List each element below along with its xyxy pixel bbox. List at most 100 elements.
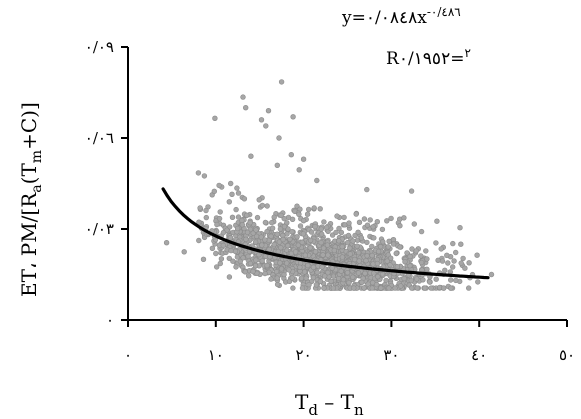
data-point [246,273,252,279]
data-point [299,285,306,291]
data-point [229,214,236,221]
data-point [196,237,202,244]
data-point [245,253,251,260]
data-point [244,212,250,219]
data-point [390,241,397,247]
data-point [269,225,276,231]
data-point [488,271,495,278]
data-point [319,231,325,237]
data-point [370,224,376,230]
data-point [266,246,272,253]
data-point [385,244,391,250]
data-point [338,268,344,274]
data-point [475,279,481,285]
data-point [317,278,324,284]
data-point [287,236,293,243]
data-point [244,229,251,236]
data-point [304,211,311,217]
data-point [301,269,308,275]
data-point [344,270,351,276]
data-point [271,214,277,220]
data-point [274,275,280,281]
data-point [262,237,268,243]
data-point [241,196,248,202]
y-axis-title: ET، PM/[Ra(Tm+C)] [17,102,45,297]
data-point [216,182,222,189]
data-point [268,276,274,282]
data-point [448,277,454,283]
data-point [264,262,270,269]
data-point [284,260,290,266]
data-point [364,222,371,228]
data-point [401,275,407,282]
data-point [254,214,261,221]
data-point [201,173,208,179]
data-point [444,252,450,259]
data-point [233,206,239,213]
y-tick-label: ٠/٠٩ [85,38,114,56]
y-axis-ticks: ٠ ٠/٠٣ ٠/٠٦ ٠/٠٩ [85,38,128,329]
data-point [355,229,361,236]
data-point [288,152,294,158]
data-point [387,262,393,268]
data-point [420,277,426,283]
data-point [369,285,375,291]
data-point [226,255,233,262]
data-point [330,285,336,291]
data-point [226,199,233,205]
data-point [243,236,249,243]
data-point [213,250,219,257]
data-point [311,205,317,211]
data-point [414,285,420,291]
data-point [361,285,367,291]
data-point [212,115,218,122]
data-point [274,231,280,237]
data-point [375,274,381,280]
data-point [418,259,425,266]
data-point [390,237,397,243]
data-point [307,245,313,251]
data-point [340,276,347,283]
x-title-sub1: d [308,401,318,419]
data-point [356,258,362,264]
data-point [345,232,352,239]
data-point [227,235,234,241]
data-point [243,104,249,111]
data-point [200,256,207,262]
data-point [320,252,326,258]
x-title-main: T [295,390,309,414]
data-point [369,252,375,259]
data-point [350,274,356,280]
data-point [281,215,287,222]
data-point [312,249,319,255]
data-point [290,114,296,120]
data-point [234,185,240,191]
data-point [295,242,301,248]
x-tick-label: ١٠ [208,346,224,364]
x-tick-label: ٠ [124,346,132,364]
data-point [247,260,254,267]
data-point [344,239,351,246]
data-point [294,234,300,240]
data-point [262,219,269,226]
data-point [374,219,380,225]
data-point [259,202,266,209]
data-point [240,94,246,100]
data-point [217,209,223,215]
data-point [404,250,410,256]
data-point [296,167,302,173]
data-point [319,264,325,270]
power-trendline [161,187,490,280]
data-point [397,223,403,229]
data-point [466,285,472,291]
data-point [384,218,390,224]
data-point [386,238,392,245]
data-point [422,285,428,291]
data-point [402,259,408,265]
data-point [474,252,480,258]
data-point [450,240,456,247]
data-point [308,229,315,235]
data-point [353,211,359,217]
data-point [229,191,235,198]
data-point [379,226,386,233]
